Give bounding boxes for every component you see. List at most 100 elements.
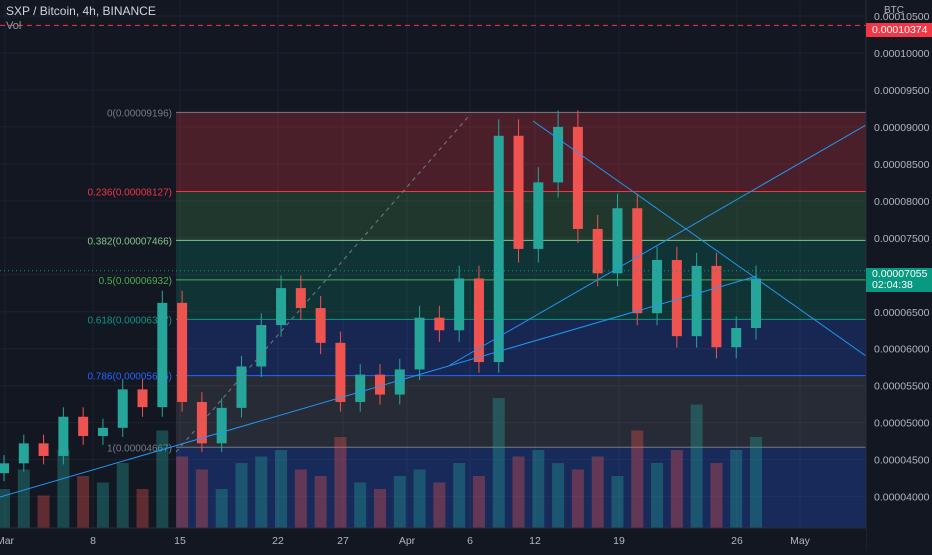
fib-level-label: 0.382(0.00007466) [87,236,172,247]
volume-bar [0,489,10,528]
candle-body [0,463,9,474]
time-tick-label: 19 [613,535,625,547]
volume-bar [472,476,485,528]
volume-bar [96,482,109,528]
candle-body [572,126,583,229]
candle-body [394,369,405,395]
candle-body [533,182,544,249]
price-tick-label: 0.00004500 [874,455,930,467]
volume-bar [750,437,762,528]
candle-body [592,228,603,274]
volume-bar [354,482,367,528]
candlesticks [0,110,761,482]
candle-body [177,302,188,402]
time-axis: Mar 8 15 22 27 Apr 6 12 19 26 May [0,527,866,550]
price-tick-label: 0.00008000 [874,196,930,208]
price-tick-label: 0.00010000 [874,48,930,60]
candle-body [751,278,761,329]
price-tick-label: 0.00004000 [874,492,930,504]
time-tick-label: 12 [529,535,541,547]
volume-bar [314,476,327,528]
alert-price-tag[interactable]: 0.00010374 [866,23,932,37]
volume-bar [651,463,664,528]
price-tick-label: 0.00009500 [874,85,930,97]
time-tick-label: Mar [0,535,15,547]
candle-body [157,302,168,408]
volume-bar [17,469,30,528]
fib-level-label: 1(0.00004667) [107,443,172,454]
volume-bar [176,456,189,528]
volume-bar [670,450,683,528]
price-tick-label: 0.00006500 [874,307,930,319]
volume-bar [195,469,208,528]
volume-bar [77,476,90,528]
price-tick-label: 0.00010500 [874,11,930,23]
candle-body [236,366,247,408]
candle-body [434,317,445,331]
candle-body [256,325,267,367]
candle-body [731,328,742,348]
volume-bar [334,437,347,528]
volume-bar [690,404,703,528]
volume-bar [730,450,743,528]
volume-bar [57,450,70,528]
volume-bar [453,463,466,528]
fib-band [176,447,866,528]
candle-body [315,308,326,343]
candle-body [295,288,306,309]
volume-bar [136,489,149,528]
time-tick-label: 22 [272,535,284,547]
volume-bar [552,463,565,528]
volume-bar [235,463,248,528]
symbol-title[interactable]: SXP / Bitcoin, 4h, BINANCE [6,4,156,18]
time-tick-label: May [790,535,811,547]
fib-band [176,319,866,376]
volume-bar [393,476,406,528]
fibonacci-retracement: 0(0.00009196) 0.236(0.00008127) 0.382(0.00… [87,108,866,528]
candle-body [137,389,148,408]
trendlines [0,116,867,498]
volume-bar [37,495,50,528]
fib-level-label: 0.786(0.00005636) [87,372,172,383]
current-price-value: 0.00007055 [872,268,928,280]
support-trendline [0,275,758,498]
descending-trendline [532,120,867,357]
candle-body [335,342,346,402]
volume-bar [591,456,604,528]
time-tick-label: 26 [731,535,743,547]
time-axis-bg [0,528,866,550]
candle-body [375,374,385,395]
price-tick-label: 0.00008500 [874,159,930,171]
volume-bar [156,430,169,528]
candle-body [711,265,722,348]
volume-bar [492,398,505,528]
candle-body [38,443,49,456]
time-tick-label: 27 [337,535,349,547]
fib-band [176,375,866,448]
time-tick-label: 8 [90,535,96,547]
candle-body [454,278,465,331]
fib-trend-line [175,116,469,453]
candle-body [196,401,207,444]
candle-body [117,389,128,428]
volume-bar [116,463,129,528]
candle-body [355,374,366,402]
candle-body [97,427,108,436]
volume-bar [611,476,624,528]
candle-body [493,135,504,363]
volume-bar [571,469,584,528]
volume-bar [275,450,288,528]
candle-body [691,265,702,337]
candle-body [671,260,682,337]
fib-level-label: 0.618(0.00006397) [87,315,172,326]
candle-body [553,126,564,183]
candle-body [78,416,89,436]
price-tick-label: 0.00005500 [874,381,930,393]
candle-body [632,208,643,314]
volume-bar [532,450,545,528]
volume-bar [215,489,228,528]
candle-body [276,288,287,326]
axis-currency: BTC [884,5,904,16]
